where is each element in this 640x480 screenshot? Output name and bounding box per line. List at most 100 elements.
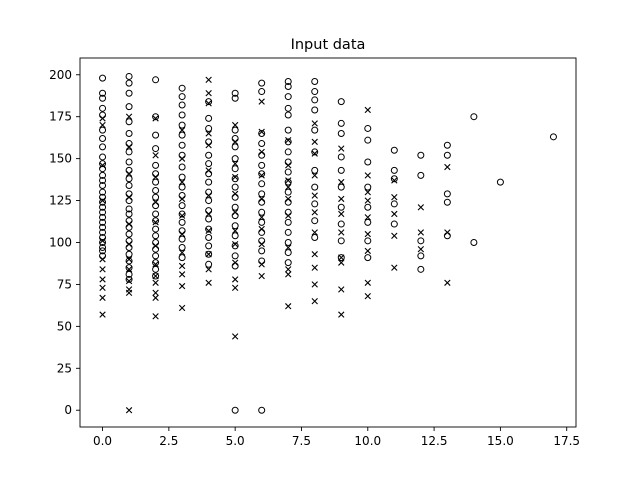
scatter-point-x [258, 148, 265, 156]
scatter-point-x [311, 298, 318, 305]
points-layer [99, 72, 557, 414]
x-tick-label: 15.0 [487, 434, 514, 448]
scatter-point-circle [178, 84, 186, 92]
scatter-point-circle [417, 171, 425, 179]
scatter-point-circle [125, 158, 133, 166]
scatter-point-x [178, 249, 186, 256]
x-axis-ticks: 0.0 2.5 5.0 7.5 10.0 12.5 15.0 17.5 [93, 427, 580, 448]
scatter-point-x [178, 126, 186, 134]
scatter-point-circle [178, 111, 186, 119]
scatter-point-circle [152, 225, 160, 233]
scatter-point-x [178, 212, 186, 219]
scatter-point-x [391, 264, 398, 271]
scatter-point-x [152, 279, 159, 286]
scatter-point-x [391, 210, 398, 218]
scatter-point-x [417, 246, 425, 253]
scatter-point-x [231, 227, 239, 234]
scatter-point-x [205, 251, 212, 258]
scatter-point-circle [337, 237, 345, 245]
scatter-point-x [338, 195, 345, 203]
scatter-point-circle [443, 151, 451, 159]
scatter-point-circle [231, 242, 239, 250]
scatter-point-circle [311, 166, 319, 174]
scatter-point-x [152, 115, 159, 122]
scatter-point-circle [99, 160, 107, 168]
scatter-point-x [152, 272, 159, 280]
scatter-point-x [205, 142, 212, 149]
scatter-point-x [338, 259, 345, 266]
scatter-point-circle [205, 98, 213, 106]
scatter-point-x [152, 242, 159, 250]
scatter-point-x [99, 162, 106, 169]
scatter-point-circle [284, 168, 292, 176]
scatter-point-circle [284, 104, 292, 112]
scatter-point-x [231, 173, 239, 181]
x-tick-label: 5.0 [226, 434, 245, 448]
scatter-point-x [152, 219, 159, 226]
scatter-point-circle [284, 148, 292, 156]
scatter-point-x [125, 277, 133, 285]
scatter-point-circle [178, 235, 186, 243]
scatter-point-x [338, 145, 345, 152]
scatter-point-x [152, 152, 159, 159]
scatter-point-x [258, 172, 265, 179]
scatter-point-circle [284, 188, 292, 196]
scatter-point-circle [99, 143, 107, 151]
scatter-point-circle [258, 79, 266, 87]
scatter-point-circle [364, 254, 372, 262]
scatter-point-circle [337, 220, 345, 228]
y-tick-label: 125 [49, 194, 72, 208]
scatter-point-circle [125, 257, 133, 265]
scatter-point-circle [390, 175, 398, 183]
scatter-point-x [258, 214, 265, 221]
scatter-point-x [231, 259, 239, 266]
scatter-point-circle [125, 270, 133, 278]
scatter-point-x [285, 266, 292, 273]
scatter-point-x [391, 177, 398, 184]
scatter-point-circle [178, 141, 186, 149]
scatter-point-circle [258, 190, 266, 198]
scatter-point-x [285, 177, 292, 184]
scatter-point-x [152, 261, 159, 268]
scatter-point-circle [125, 275, 133, 283]
scatter-point-circle [231, 175, 239, 183]
scatter-point-circle [99, 74, 107, 82]
scatter-point-circle [178, 218, 186, 226]
scatter-point-x [231, 209, 239, 216]
scatter-point-circle [205, 178, 213, 186]
scatter-point-x [125, 266, 133, 273]
scatter-point-circle [99, 176, 107, 184]
scatter-point-circle [125, 250, 133, 258]
scatter-point-circle [152, 193, 160, 201]
y-tick-label: 0 [64, 403, 72, 417]
scatter-point-circle [125, 210, 133, 218]
scatter-point-x [285, 212, 292, 219]
scatter-point-circle [311, 200, 319, 208]
scatter-point-x [152, 199, 159, 206]
scatter-point-circle [417, 252, 425, 260]
scatter-point-x [258, 195, 265, 203]
scatter-point-x [231, 160, 239, 167]
scatter-point-circle [231, 155, 239, 163]
scatter-point-x [178, 195, 186, 203]
scatter-point-circle [152, 265, 160, 273]
scatter-point-circle [231, 222, 239, 230]
scatter-point-x [99, 256, 106, 263]
scatter-point-x [364, 292, 371, 300]
scatter-point-circle [311, 96, 319, 104]
scatter-point-circle [231, 203, 239, 211]
scatter-point-circle [99, 135, 107, 143]
scatter-point-x [364, 172, 371, 179]
scatter-point-circle [152, 272, 160, 280]
scatter-point-circle [152, 131, 160, 139]
scatter-point-circle [443, 190, 451, 198]
scatter-point-circle [364, 183, 372, 191]
scatter-point-x [311, 264, 318, 271]
scatter-point-circle [152, 145, 160, 153]
scatter-point-circle [258, 406, 266, 414]
scatter-point-circle [152, 210, 160, 218]
scatter-point-circle [417, 237, 425, 245]
scatter-point-circle [258, 170, 266, 178]
scatter-point-circle [178, 254, 186, 262]
scatter-point-x [152, 294, 159, 302]
